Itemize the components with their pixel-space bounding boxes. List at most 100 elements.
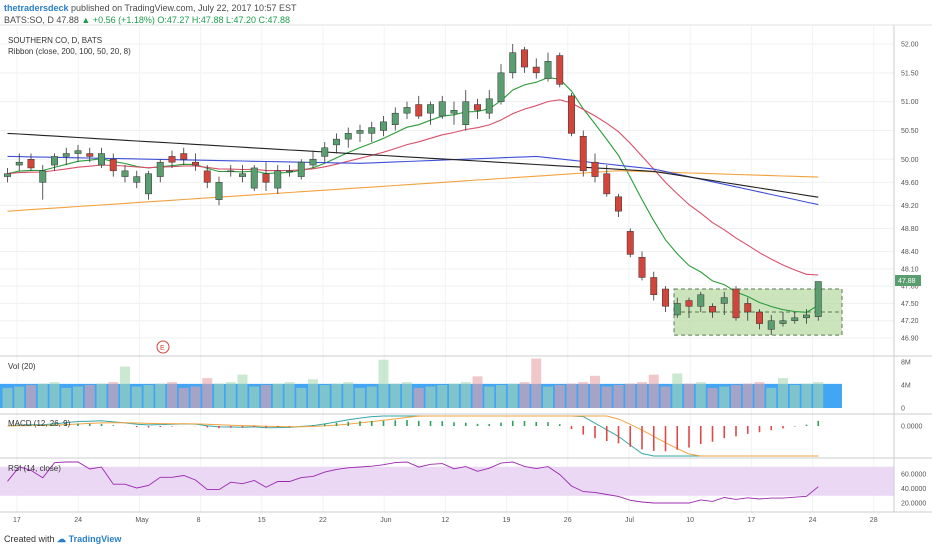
volume-bar <box>543 386 553 408</box>
date-tick-label: 24 <box>74 517 82 524</box>
candle-body <box>27 159 35 169</box>
volume-bar <box>613 385 624 408</box>
volume-bar <box>378 359 389 408</box>
candle-body <box>168 156 176 163</box>
macd-tick-label: 0.0000 <box>901 424 923 431</box>
price-tick-label: 50.00 <box>901 157 919 164</box>
candle-body <box>4 173 11 177</box>
volume-bar <box>507 383 518 408</box>
footer: Created with ☁ TradingView <box>4 534 121 545</box>
volume-bar <box>625 383 636 408</box>
volume-bar <box>73 386 83 408</box>
earnings-marker-icon[interactable] <box>156 340 170 354</box>
volume-bar <box>472 376 483 408</box>
candle-body <box>286 170 293 173</box>
volume-bar <box>754 382 765 408</box>
date-tick-label: 24 <box>809 517 817 524</box>
candle-body <box>333 138 340 146</box>
ribbon-indicator-label[interactable]: Ribbon (close, 200, 100, 50, 20, 8) <box>8 47 131 56</box>
volume-bar <box>425 386 436 408</box>
rsi-band <box>0 466 894 496</box>
candle-body <box>274 170 282 189</box>
candle-body <box>579 135 587 172</box>
volume-bar <box>49 382 60 408</box>
candle-body <box>356 130 364 134</box>
volume-bar <box>813 382 824 408</box>
volume-bar <box>343 382 354 408</box>
candle-body <box>391 112 399 125</box>
macd-line <box>7 415 819 457</box>
price-tick-label: 48.10 <box>901 266 919 273</box>
volume-bar <box>225 382 236 408</box>
main-pane-title: SOUTHERN CO, D, BATS <box>8 36 103 45</box>
volume-bar <box>531 358 542 408</box>
volume-bar <box>214 383 224 408</box>
candle-body <box>709 306 716 313</box>
volume-tick-label: 4M <box>901 383 911 390</box>
volume-bar <box>319 385 330 408</box>
volume-bar <box>707 387 718 408</box>
price-tick-label: 50.50 <box>901 128 919 135</box>
volume-bar <box>167 382 177 408</box>
rsi-tick-label: 60.0000 <box>901 472 926 479</box>
tradingview-brand[interactable]: TradingView <box>68 534 122 544</box>
candle-body <box>662 288 669 307</box>
candle-body <box>438 101 446 117</box>
candle-body <box>180 153 188 160</box>
volume-bar <box>61 387 72 408</box>
candle-body <box>791 317 799 321</box>
volume-bar <box>178 387 189 408</box>
macd-label[interactable]: MACD (12, 26, 9) <box>8 419 71 428</box>
volume-bar <box>590 375 600 408</box>
candle-body <box>297 161 305 177</box>
date-tick-label: 12 <box>441 517 449 524</box>
candle-body <box>744 303 752 313</box>
candle-body <box>250 167 258 189</box>
candle-body <box>521 49 528 68</box>
price-tick-label: 47.80 <box>901 284 919 291</box>
rsi-label[interactable]: RSI (14, close) <box>8 464 61 473</box>
candle-body <box>215 182 223 200</box>
rsi-line <box>7 461 819 504</box>
price-tick-label: 51.00 <box>901 99 919 106</box>
candle-body <box>239 173 246 177</box>
candle-body <box>673 303 681 316</box>
volume-bar <box>742 383 753 408</box>
ma-200-line <box>7 132 819 198</box>
candle-body <box>309 159 317 166</box>
date-tick-label: 22 <box>319 517 327 524</box>
candle-body <box>62 153 70 157</box>
volume-bar <box>366 386 377 408</box>
volume-bar <box>284 382 295 408</box>
volume-bar <box>766 387 777 408</box>
ma-8-line <box>7 77 819 313</box>
signal-line <box>7 415 819 457</box>
volume-bar <box>719 386 730 408</box>
volume-bar <box>601 386 612 408</box>
earnings-label: E <box>160 345 165 352</box>
date-tick-label: 28 <box>870 517 878 524</box>
tradingview-logo-icon[interactable]: ☁ <box>57 534 67 544</box>
price-tick-label: 47.50 <box>901 301 919 308</box>
date-tick-label: 17 <box>747 517 755 524</box>
volume-bar <box>789 385 800 408</box>
volume-bar <box>14 386 25 408</box>
volume-bar <box>296 387 307 408</box>
volume-bar <box>120 366 130 408</box>
candle-body <box>344 133 352 140</box>
candle-body <box>450 110 458 114</box>
date-tick-label: May <box>135 517 149 524</box>
author-link[interactable]: thetradersdeck <box>4 3 69 13</box>
volume-bar <box>460 382 471 408</box>
ma-50-line <box>7 170 819 212</box>
volume-bar <box>108 382 119 408</box>
rsi-tick-label: 40.0000 <box>901 486 926 493</box>
candle-body <box>556 55 564 85</box>
candle-body <box>121 170 129 177</box>
volume-bar <box>37 383 48 408</box>
candle-body <box>98 153 105 166</box>
volume-label[interactable]: Vol (20) <box>8 362 36 371</box>
candle-body <box>74 150 82 154</box>
price-tick-label: 52.00 <box>901 42 919 49</box>
